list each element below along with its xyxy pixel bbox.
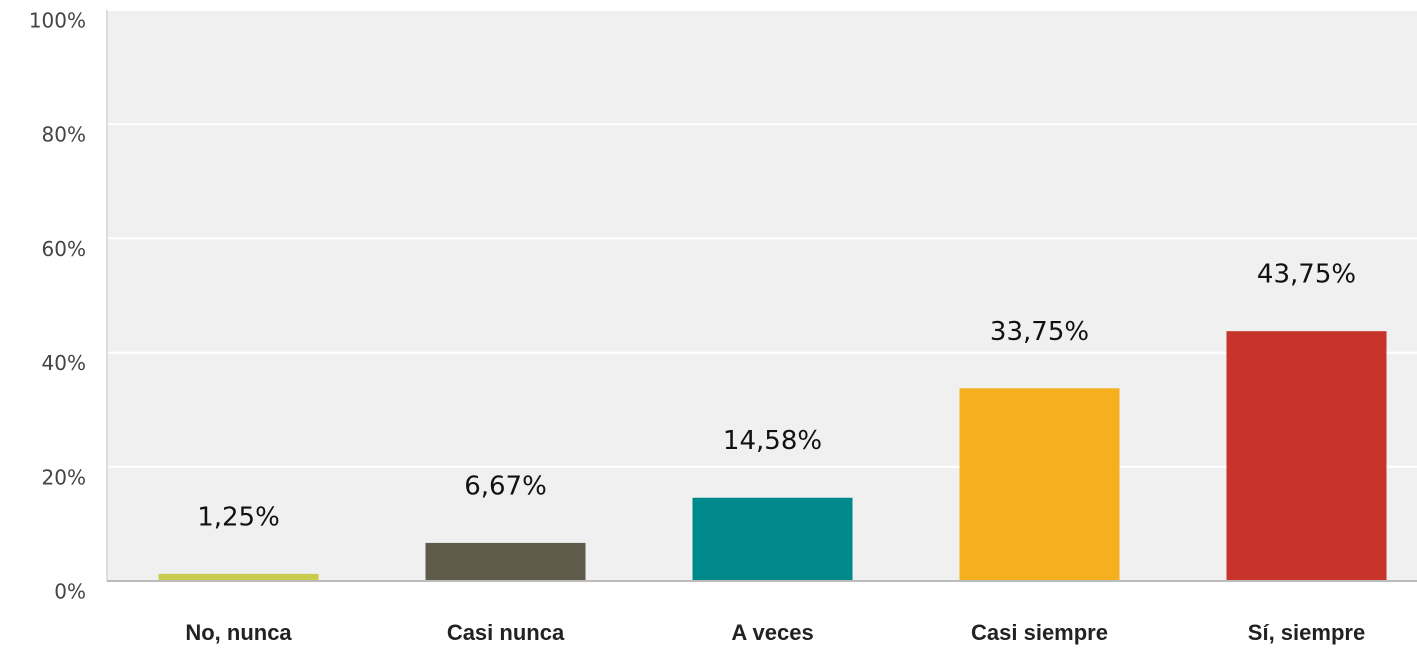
y-tick-label: 80%: [42, 123, 86, 147]
y-tick-label: 0%: [54, 580, 86, 604]
x-tick-label: No, nunca: [185, 620, 292, 645]
value-label: 33,75%: [990, 317, 1089, 347]
y-tick-label: 100%: [29, 9, 86, 33]
value-label: 14,58%: [723, 426, 822, 456]
x-tick-label: Casi siempre: [971, 620, 1108, 645]
bar: [1226, 331, 1387, 581]
value-label: 6,67%: [464, 471, 547, 501]
value-label: 1,25%: [197, 502, 280, 532]
bar: [158, 573, 319, 581]
bar: [692, 497, 853, 581]
value-label: 43,75%: [1257, 260, 1356, 290]
y-tick-label: 40%: [42, 351, 86, 375]
y-tick-label: 60%: [42, 237, 86, 261]
x-tick-label: A veces: [731, 620, 813, 645]
plot-background: [107, 10, 1417, 581]
x-tick-label: Sí, siempre: [1248, 620, 1365, 645]
x-tick-label: Casi nunca: [447, 620, 565, 645]
y-tick-label: 20%: [42, 465, 86, 489]
bar: [959, 388, 1120, 581]
bar: [425, 542, 586, 581]
